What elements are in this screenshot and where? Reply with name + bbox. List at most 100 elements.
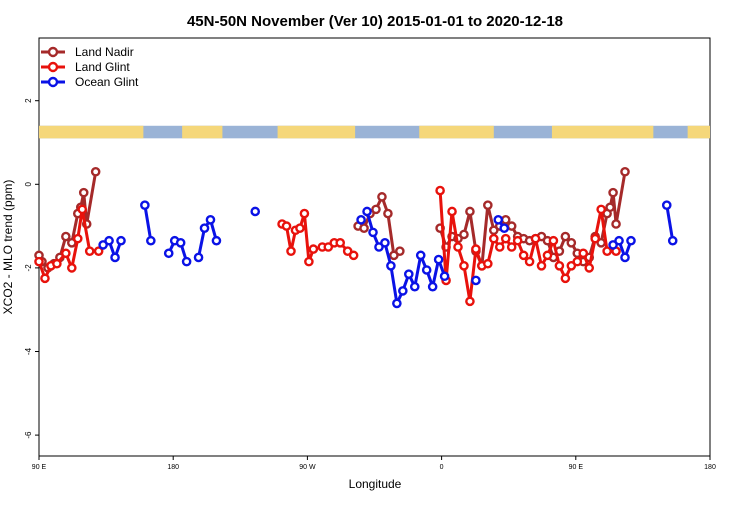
data-point (335, 238, 346, 248)
legend-marker (47, 46, 59, 58)
data-point (403, 269, 414, 279)
data-point (368, 227, 378, 238)
data-point (380, 238, 390, 248)
data-point (439, 271, 450, 282)
data-point (295, 223, 305, 233)
data-point (620, 166, 630, 177)
band-land (687, 125, 710, 139)
data-point (554, 261, 565, 271)
data-point (500, 215, 511, 225)
data-point (459, 229, 469, 240)
data-point (371, 204, 381, 215)
data-point (61, 248, 71, 259)
legend-marker (47, 61, 59, 73)
series-line (197, 218, 218, 258)
data-point (67, 263, 77, 273)
data-point (392, 298, 402, 309)
data-point (620, 252, 630, 263)
x-tick-label: 90 E (32, 464, 47, 471)
data-point (590, 233, 600, 244)
data-point (205, 215, 216, 225)
x-tick-label: 90 W (299, 464, 316, 471)
data-point (140, 200, 150, 210)
data-point (52, 258, 62, 269)
data-point (536, 261, 547, 271)
series-ocean-glint (98, 200, 678, 309)
data-point (560, 273, 571, 284)
data-point (299, 208, 310, 219)
data-point (104, 235, 114, 246)
data-point (72, 233, 83, 244)
x-tick-label: 180 (167, 464, 179, 471)
series-line (665, 204, 675, 241)
data-point (667, 235, 678, 246)
data-point (84, 246, 95, 256)
data-point (506, 221, 517, 231)
data-point (512, 235, 523, 246)
data-point (356, 215, 366, 225)
legend-label: Land Glint (75, 60, 130, 74)
data-point (560, 231, 571, 242)
data-point (605, 202, 615, 213)
series-line (143, 204, 153, 241)
x-tick-label: 0 (440, 464, 444, 471)
data-point (611, 219, 621, 229)
data-point (362, 206, 372, 217)
data-point (506, 242, 517, 252)
y-tick-label: 2 (24, 98, 33, 103)
data-point (90, 166, 101, 177)
data-point (308, 244, 319, 254)
data-point (421, 265, 432, 275)
data-point (409, 281, 420, 292)
data-point (500, 233, 511, 244)
data-point (483, 258, 493, 269)
legend-marker (47, 76, 59, 88)
y-tick-label: 0 (24, 182, 33, 187)
x-tick-label: 90 E (569, 464, 584, 471)
series-line (438, 190, 617, 303)
data-point (488, 233, 499, 244)
data-point (377, 192, 387, 202)
legend-item: Ocean Glint (41, 75, 139, 89)
data-point (386, 261, 396, 271)
data-point (459, 261, 469, 271)
data-point (61, 231, 71, 242)
data-point (359, 223, 369, 233)
y-tick-label: -2 (24, 264, 33, 272)
data-point (250, 206, 261, 217)
legend-label: Ocean Glint (75, 75, 139, 89)
data-point (383, 208, 393, 219)
series-land-glint (34, 185, 621, 307)
data-point (415, 250, 426, 261)
data-point (395, 246, 405, 256)
x-axis-label: Longitude (349, 477, 402, 491)
data-point (572, 256, 583, 267)
data-point (193, 252, 204, 263)
data-point (181, 256, 192, 267)
data-point (398, 286, 408, 296)
data-point (34, 256, 44, 267)
data-point (471, 275, 481, 286)
data-point (584, 263, 595, 273)
data-point (427, 281, 438, 292)
data-point (304, 256, 314, 267)
data-point (524, 256, 535, 267)
data-point (596, 204, 606, 215)
data-point (608, 187, 618, 198)
data-point (348, 250, 359, 261)
data-point (465, 296, 475, 307)
data-point (602, 246, 612, 256)
data-point (163, 248, 174, 259)
data-point (471, 244, 481, 254)
data-point (465, 206, 475, 217)
data-point (626, 235, 636, 246)
data-point (110, 252, 120, 263)
y-tick-label: -4 (24, 347, 33, 355)
data-point (453, 242, 463, 252)
data-point (578, 248, 589, 259)
plot-area-frame (38, 37, 711, 457)
data-point (494, 242, 505, 252)
